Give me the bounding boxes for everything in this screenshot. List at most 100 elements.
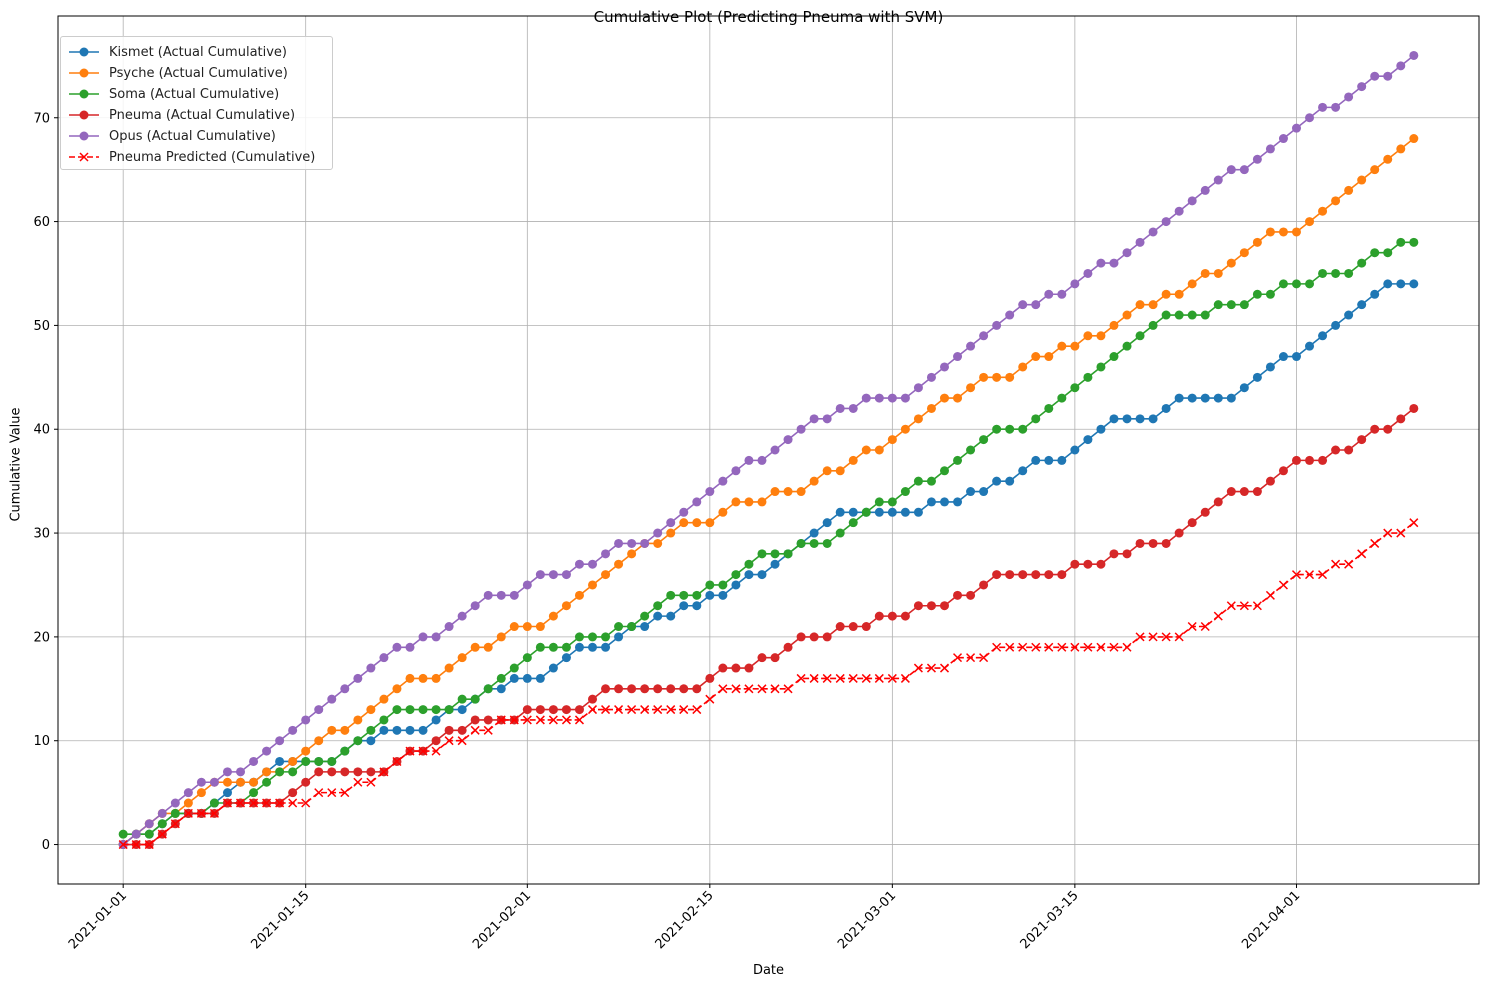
data-point (1278, 279, 1288, 289)
data-point (522, 715, 532, 725)
data-point (1174, 289, 1184, 299)
data-point (561, 570, 571, 580)
data-point (1174, 528, 1184, 538)
data-point (1018, 362, 1028, 372)
data-point (1031, 300, 1041, 310)
data-point (1331, 559, 1341, 569)
data-point (366, 777, 376, 787)
data-point (966, 653, 976, 663)
data-point (574, 559, 584, 569)
data-point (1005, 310, 1015, 320)
data-point (1318, 570, 1328, 580)
data-point (822, 466, 832, 476)
data-point (1031, 642, 1041, 652)
data-point (1331, 320, 1341, 330)
data-point (418, 705, 428, 715)
data-point (1083, 331, 1093, 341)
data-point (196, 777, 206, 787)
data-point (953, 497, 963, 507)
data-point (522, 705, 532, 715)
data-point (1031, 352, 1041, 362)
data-point (1096, 362, 1106, 372)
data-point (535, 715, 545, 725)
series-line (123, 407, 1415, 846)
data-point (614, 538, 624, 548)
data-point (1044, 455, 1054, 465)
data-point (496, 590, 506, 600)
data-point (1409, 518, 1419, 528)
y-axis-ticks: 0 10 20 30 40 50 60 70 (33, 111, 58, 853)
data-point (1135, 632, 1145, 642)
data-point (979, 580, 989, 590)
legend-item: Kismet (Actual Cumulative) (67, 42, 287, 62)
data-point (679, 601, 689, 611)
data-point (1070, 642, 1080, 652)
data-point (939, 601, 949, 611)
data-point (1200, 621, 1210, 632)
data-point (483, 725, 493, 735)
data-point (366, 736, 376, 746)
data-point (718, 590, 728, 600)
data-point (718, 663, 728, 673)
data-point (1018, 300, 1028, 310)
data-point (835, 403, 845, 413)
y-axis-label: Cumulative Value (8, 407, 24, 522)
data-point (157, 829, 167, 839)
data-point (548, 663, 558, 673)
data-point (926, 403, 936, 413)
data-point (848, 673, 858, 683)
x-axis-ticks: 2021-01-01 2021-01-15 2021-02-01 2021-02-15… (66, 884, 1303, 952)
data-point (1031, 570, 1041, 580)
data-point (679, 684, 689, 694)
x-axis-label: Date (752, 963, 785, 978)
data-point (262, 798, 272, 808)
data-point (1291, 455, 1301, 465)
data-point (1083, 559, 1093, 569)
data-point (796, 424, 806, 434)
data-point (1070, 445, 1080, 455)
data-point (939, 393, 949, 403)
data-point (470, 642, 480, 652)
data-point (1357, 435, 1367, 445)
data-point (1135, 538, 1145, 548)
data-point (1252, 289, 1262, 299)
data-point (1018, 466, 1028, 476)
data-point (509, 622, 519, 632)
data-point (405, 705, 415, 715)
data-point (1109, 642, 1119, 652)
data-point (275, 767, 285, 777)
data-point (913, 476, 923, 486)
data-point (692, 601, 702, 611)
data-point (1370, 538, 1380, 548)
y-tick-label: 20 (33, 630, 50, 645)
data-point (744, 455, 754, 465)
data-point (770, 487, 780, 497)
data-point (770, 549, 780, 559)
data-point (718, 507, 728, 517)
y-tick-label: 40 (33, 423, 50, 438)
data-point (705, 590, 715, 600)
data-point (1265, 144, 1275, 154)
x-tick-label: 2021-01-15 (248, 888, 312, 952)
data-point (848, 455, 858, 465)
data-point (1226, 258, 1236, 268)
data-point (653, 705, 663, 715)
data-point (522, 622, 532, 632)
y-tick-label: 50 (33, 319, 50, 334)
data-point (1187, 279, 1197, 289)
data-point (1291, 123, 1301, 133)
data-point (757, 455, 767, 465)
legend-label: Pneuma (Actual Cumulative) (109, 107, 296, 123)
data-point (679, 518, 689, 528)
data-point (1409, 134, 1419, 144)
data-point (887, 435, 897, 445)
data-point (1370, 165, 1380, 175)
data-point (340, 746, 350, 756)
data-point (1096, 331, 1106, 341)
data-point (679, 705, 689, 715)
data-point (1109, 414, 1119, 424)
data-point (144, 840, 154, 850)
data-point (601, 632, 611, 642)
data-point (1135, 237, 1145, 247)
data-point (574, 590, 584, 600)
